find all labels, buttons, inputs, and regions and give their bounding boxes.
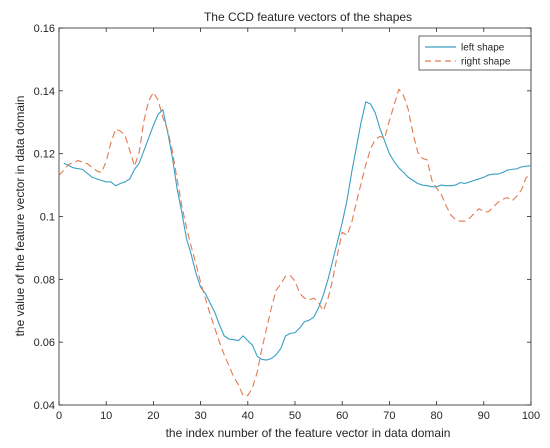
x-tick-label: 90 bbox=[478, 410, 490, 422]
x-tick-label: 10 bbox=[100, 410, 112, 422]
x-tick-label: 30 bbox=[194, 410, 206, 422]
y-tick-label: 0.08 bbox=[34, 274, 55, 286]
x-tick-label: 60 bbox=[336, 410, 348, 422]
y-tick-label: 0.1 bbox=[40, 212, 55, 224]
legend-label-right-shape: right shape bbox=[461, 57, 511, 68]
x-tick-label: 20 bbox=[147, 410, 159, 422]
x-tick-label: 70 bbox=[383, 410, 395, 422]
series-line-right-shape bbox=[58, 88, 532, 397]
legend-box bbox=[418, 35, 532, 71]
chart-title: The CCD feature vectors of the shapes bbox=[204, 10, 412, 24]
y-tick-label: 0.12 bbox=[34, 149, 55, 161]
x-tick-label: 0 bbox=[56, 410, 62, 422]
x-tick-label: 100 bbox=[522, 410, 540, 422]
x-tick-label: 40 bbox=[242, 410, 254, 422]
y-tick-label: 0.16 bbox=[34, 23, 55, 35]
y-tick-label: 0.04 bbox=[34, 400, 55, 412]
y-tick-label: 0.14 bbox=[34, 86, 55, 98]
x-axis-ticks: 0 10 20 30 40 50 60 70 80 90 100 bbox=[56, 28, 540, 422]
x-tick-label: 50 bbox=[289, 410, 301, 422]
y-tick-label: 0.06 bbox=[34, 337, 55, 349]
legend: left shape right shape bbox=[418, 35, 532, 71]
legend-label-left-shape: left shape bbox=[461, 43, 505, 54]
plot-area: 0 10 20 30 40 50 60 70 80 90 100 0.040.060.080.10.… bbox=[34, 23, 541, 422]
x-axis-label: the index number of the feature vector i… bbox=[166, 426, 451, 440]
x-tick-label: 80 bbox=[430, 410, 442, 422]
series-line-left-shape bbox=[63, 101, 532, 361]
series-lines bbox=[58, 88, 532, 397]
y-axis-label: the value of the feature vector in data … bbox=[13, 96, 27, 337]
y-axis-ticks: 0.04 0.06 0.08 0.1 0.12 0.14 0.16 bbox=[34, 23, 531, 412]
